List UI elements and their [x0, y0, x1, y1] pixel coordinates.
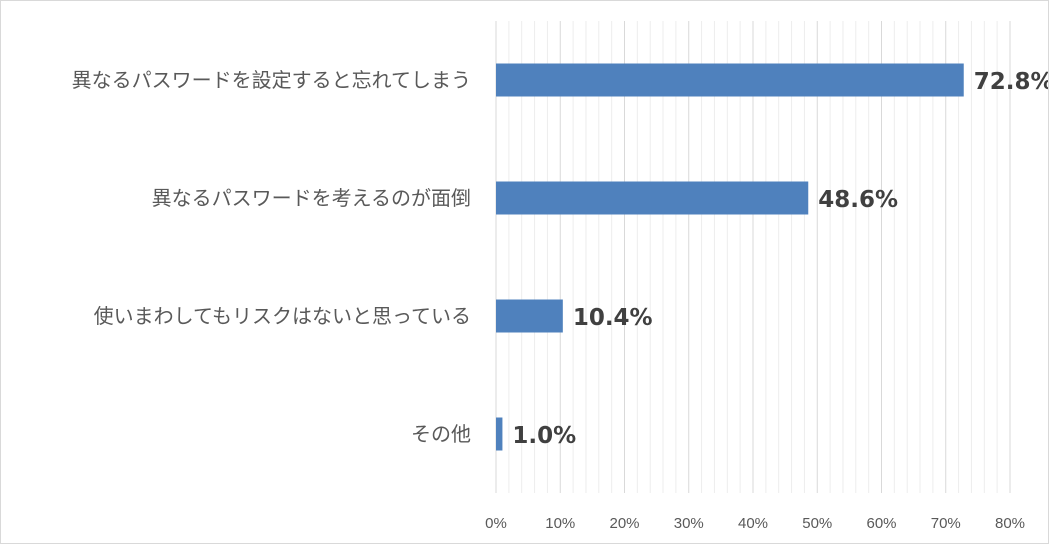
data-label: 48.6%: [818, 187, 898, 213]
category-label: 使いまわしてもリスクはないと思っている: [94, 304, 471, 328]
x-tick-label: 40%: [738, 515, 768, 532]
x-tick-label: 80%: [995, 515, 1025, 532]
x-tick-label: 0%: [485, 515, 507, 532]
x-tick-label: 10%: [545, 515, 575, 532]
x-tick-label: 20%: [609, 515, 639, 532]
bar: [496, 63, 964, 97]
category-labels: 異なるパスワードを設定すると忘れてしまう異なるパスワードを考えるのが面倒使いまわ…: [72, 68, 471, 446]
x-axis-ticks: 0% 10% 20% 30% 40% 50% 60% 70% 80%: [485, 515, 1025, 532]
x-tick-label: 70%: [931, 515, 961, 532]
gridlines: [495, 21, 1011, 493]
bar: [496, 181, 809, 215]
x-tick-label: 60%: [866, 515, 896, 532]
bar: [496, 299, 563, 333]
category-label: その他: [411, 422, 471, 446]
data-label: 1.0%: [512, 423, 576, 449]
category-label: 異なるパスワードを設定すると忘れてしまう: [72, 68, 471, 92]
bar: [496, 417, 503, 451]
category-label: 異なるパスワードを考えるのが面倒: [152, 186, 471, 210]
data-label: 10.4%: [573, 305, 653, 331]
data-label: 72.8%: [974, 69, 1048, 95]
x-tick-label: 50%: [802, 515, 832, 532]
x-tick-label: 30%: [674, 515, 704, 532]
data-labels: 72.8% 48.6% 10.4% 1.0%: [512, 69, 1048, 449]
bars: [496, 63, 964, 451]
